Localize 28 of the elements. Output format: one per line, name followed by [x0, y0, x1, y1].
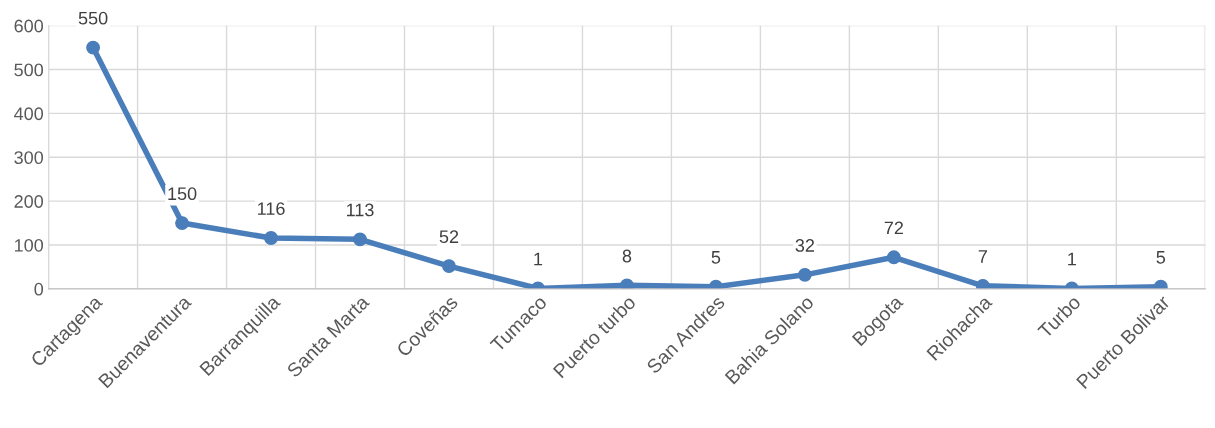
point: [86, 40, 101, 55]
data-label: 150: [168, 187, 197, 201]
point: [264, 231, 278, 245]
data-label: 1: [534, 252, 543, 266]
y-tick-label: 200: [14, 195, 44, 208]
data-label: 5: [1156, 251, 1166, 264]
data-label: 1: [1068, 252, 1076, 266]
point: [175, 216, 190, 231]
data-label: 116: [258, 202, 285, 215]
y-tick-label: 600: [14, 19, 44, 33]
point: [619, 278, 634, 289]
data-label: 7: [978, 250, 987, 263]
data-label: 550: [78, 11, 108, 25]
data-label: 8: [622, 249, 632, 263]
y-tick-label: 100: [14, 238, 44, 252]
data-label: 72: [884, 221, 903, 235]
point: [442, 259, 456, 274]
data-label: 113: [347, 203, 374, 217]
data-label: 5: [711, 251, 721, 264]
y-tick-label: 0: [34, 282, 44, 296]
point: [797, 267, 812, 282]
data-label: 52: [439, 230, 459, 244]
point: [886, 250, 901, 265]
point: [353, 232, 367, 247]
y-tick-label: 500: [14, 63, 44, 77]
y-tick-label: 400: [14, 107, 44, 121]
data-label: 32: [795, 239, 815, 252]
y-tick-label: 300: [14, 151, 44, 165]
